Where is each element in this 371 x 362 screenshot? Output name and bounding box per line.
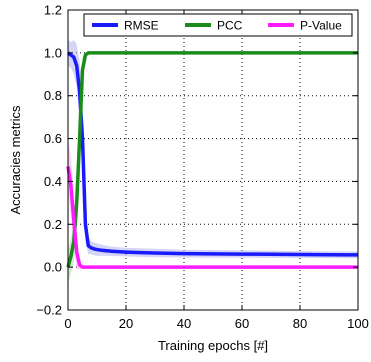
y-tick-label: 0.4 [44, 174, 62, 189]
legend: RMSE PCC P-Value [83, 13, 353, 37]
confidence-bands [68, 40, 358, 285]
y-tick-label: 1.0 [44, 45, 62, 60]
series-line-pvalue [66, 166, 358, 269]
y-tick-label: 0.0 [44, 260, 62, 275]
band-rmse [68, 40, 358, 259]
legend-label-pvalue: P-Value [300, 19, 342, 33]
y-tick-label: 1.2 [44, 3, 62, 18]
y-tick-label: −0.2 [36, 303, 62, 318]
axis-ticks: 0 20 40 60 80 100 −0.2 0.0 0.2 0.4 0.6 0.8 1.0 1.2 [36, 3, 369, 332]
series-lines [66, 51, 359, 269]
x-tick-label: 60 [235, 316, 249, 331]
y-tick-label: 0.6 [44, 131, 62, 146]
y-tick-label: 0.2 [44, 217, 62, 232]
x-tick-label: 20 [119, 316, 133, 331]
series-line-rmse [66, 51, 359, 257]
series-line-pcc [66, 51, 358, 268]
legend-label-rmse: RMSE [124, 19, 159, 33]
grid-lines [68, 10, 358, 310]
plot-frame [67, 9, 359, 311]
y-tick-label: 0.8 [44, 88, 62, 103]
legend-label-pcc: PCC [217, 19, 243, 33]
x-axis-label: Training epochs [#] [158, 338, 268, 353]
x-tick-label: 40 [177, 316, 191, 331]
x-tick-label: 0 [64, 316, 71, 331]
y-axis-label: Accuracies metrics [8, 105, 23, 215]
x-tick-label: 100 [347, 316, 369, 331]
x-tick-label: 80 [293, 316, 307, 331]
legend-box [83, 13, 353, 37]
